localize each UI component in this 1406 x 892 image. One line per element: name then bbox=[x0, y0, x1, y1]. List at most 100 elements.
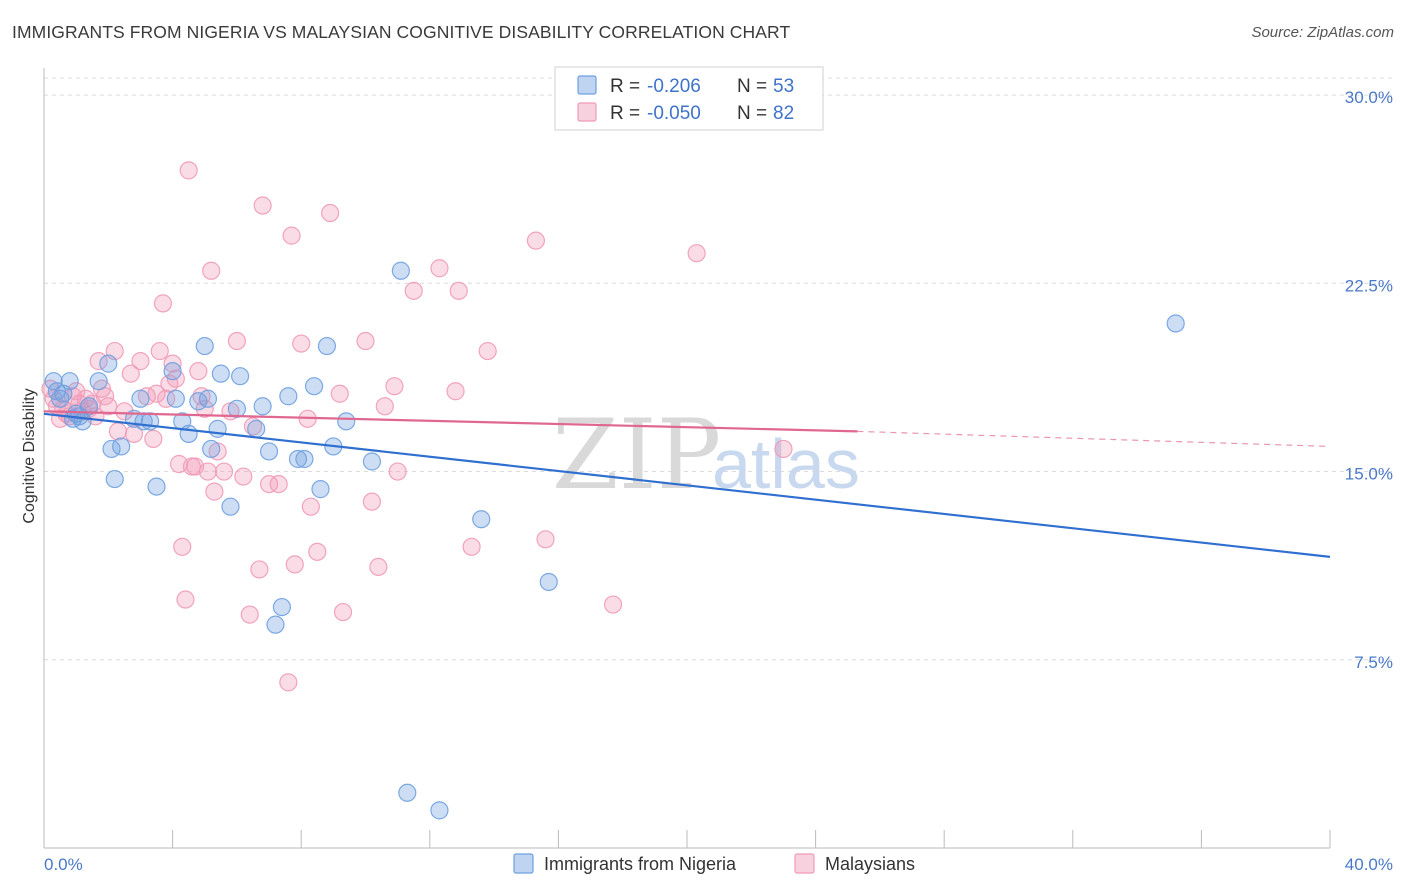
malaysians-point-77 bbox=[462, 537, 481, 556]
malaysians-point-37 bbox=[179, 161, 198, 180]
y-tick-label-1: 15.0% bbox=[1345, 465, 1393, 484]
bottom-legend-label-malaysians: Malaysians bbox=[825, 854, 915, 874]
y-axis-label: Cognitive Disability bbox=[21, 388, 38, 523]
legend-n-label-1: N = bbox=[737, 103, 767, 124]
malaysians-point-49 bbox=[227, 331, 246, 351]
malaysians-point-75 bbox=[446, 382, 465, 401]
malaysians-point-64 bbox=[321, 203, 340, 223]
nigeria-point-45 bbox=[472, 510, 491, 529]
malaysians-trend-line bbox=[43, 410, 858, 433]
nigeria-point-19 bbox=[166, 389, 185, 408]
nigeria-point-50 bbox=[195, 336, 214, 356]
nigeria-point-21 bbox=[179, 424, 198, 443]
nigeria-points bbox=[44, 261, 1185, 820]
source-label: Source: ZipAtlas.com bbox=[1251, 24, 1394, 41]
chart-title: IMMIGRANTS FROM NIGERIA VS MALAYSIAN COG… bbox=[12, 22, 791, 42]
malaysians-point-45 bbox=[205, 482, 224, 501]
nigeria-point-47 bbox=[1166, 314, 1185, 333]
malaysians-point-43 bbox=[198, 462, 218, 481]
nigeria-point-36 bbox=[295, 449, 314, 469]
nigeria-point-0 bbox=[44, 372, 63, 391]
malaysians-point-24 bbox=[131, 352, 150, 371]
malaysians-point-68 bbox=[362, 492, 382, 511]
bottom-legend-label-nigeria: Immigrants from Nigeria bbox=[544, 854, 737, 874]
malaysians-point-67 bbox=[356, 331, 375, 351]
malaysians-point-26 bbox=[144, 429, 163, 449]
malaysians-point-32 bbox=[163, 354, 182, 373]
malaysians-point-56 bbox=[269, 474, 288, 494]
nigeria-point-40 bbox=[337, 412, 356, 431]
nigeria-point-28 bbox=[227, 399, 246, 418]
nigeria-point-41 bbox=[362, 452, 382, 471]
watermark: ZIP atlas bbox=[552, 399, 860, 511]
bottom-legend-swatch-malaysians bbox=[794, 853, 815, 874]
nigeria-point-31 bbox=[253, 397, 272, 416]
nigeria-point-37 bbox=[304, 377, 324, 396]
trend-lines bbox=[43, 410, 1331, 558]
malaysians-point-52 bbox=[243, 417, 263, 436]
y-tick-label-2: 22.5% bbox=[1345, 276, 1393, 295]
nigeria-point-43 bbox=[398, 783, 417, 802]
malaysians-point-40 bbox=[189, 362, 208, 381]
nigeria-point-48 bbox=[266, 615, 285, 634]
nigeria-point-46 bbox=[539, 572, 558, 592]
malaysians-point-20 bbox=[108, 422, 128, 441]
malaysians-point-66 bbox=[333, 602, 353, 622]
malaysians-point-44 bbox=[202, 261, 221, 280]
legend-swatch-nigeria bbox=[577, 75, 597, 95]
malaysians-point-60 bbox=[292, 334, 311, 353]
malaysians-point-30 bbox=[157, 389, 176, 408]
malaysians-point-47 bbox=[214, 462, 234, 481]
x-tick-label-0: 0.0% bbox=[44, 855, 83, 874]
malaysians-point-80 bbox=[536, 530, 555, 549]
y-tick-labels: 7.5% 15.0% 22.5% 30.0% bbox=[1345, 88, 1393, 672]
malaysians-point-57 bbox=[279, 673, 298, 692]
y-tick-label-0: 7.5% bbox=[1354, 653, 1393, 672]
malaysians-point-21 bbox=[115, 402, 134, 421]
malaysians-point-29 bbox=[153, 294, 173, 313]
malaysians-point-83 bbox=[774, 439, 793, 459]
malaysians-point-69 bbox=[369, 557, 388, 577]
legend-r-label-0: R = bbox=[610, 76, 640, 97]
nigeria-point-14 bbox=[131, 389, 150, 408]
malaysians-point-76 bbox=[449, 281, 468, 300]
legend-r-value-1: -0.050 bbox=[647, 103, 701, 124]
malaysians-point-78 bbox=[478, 341, 497, 361]
nigeria-point-26 bbox=[211, 364, 230, 383]
malaysians-point-50 bbox=[234, 467, 253, 486]
malaysians-point-82 bbox=[687, 244, 706, 263]
y-tick-label-3: 30.0% bbox=[1345, 88, 1393, 107]
nigeria-point-13 bbox=[112, 437, 131, 456]
nigeria-point-23 bbox=[198, 389, 218, 408]
malaysians-point-79 bbox=[526, 231, 545, 250]
legend-box: R = -0.206 N = 53 R = -0.050 N = 82 bbox=[554, 66, 824, 131]
malaysians-point-70 bbox=[375, 397, 394, 416]
legend-n-label-0: N = bbox=[737, 76, 767, 97]
nigeria-point-17 bbox=[147, 477, 166, 496]
malaysians-point-81 bbox=[603, 595, 623, 614]
grid-lines bbox=[44, 77, 1392, 661]
bottom-legend: Immigrants from Nigeria Malaysians bbox=[513, 853, 915, 874]
nigeria-point-32 bbox=[259, 442, 279, 461]
malaysians-point-74 bbox=[430, 259, 449, 278]
malaysians-trend-extension bbox=[857, 430, 1331, 448]
legend-r-label-1: R = bbox=[610, 103, 640, 124]
malaysians-point-36 bbox=[176, 590, 195, 609]
malaysians-point-72 bbox=[388, 462, 407, 481]
nigeria-point-34 bbox=[279, 387, 298, 406]
malaysians-point-23 bbox=[124, 424, 144, 443]
malaysians-point-65 bbox=[330, 384, 349, 403]
malaysians-point-22 bbox=[121, 364, 140, 383]
malaysians-point-55 bbox=[259, 474, 279, 494]
nigeria-point-2 bbox=[50, 389, 70, 408]
malaysians-point-54 bbox=[253, 196, 272, 215]
malaysians-point-17 bbox=[95, 387, 115, 406]
x-tick-label-1: 40.0% bbox=[1345, 855, 1393, 874]
nigeria-point-35 bbox=[288, 449, 308, 469]
nigeria-point-9 bbox=[89, 372, 108, 391]
legend-r-value-0: -0.206 bbox=[647, 76, 701, 97]
malaysians-point-71 bbox=[385, 377, 404, 396]
legend-n-value-0: 53 bbox=[773, 76, 794, 97]
nigeria-point-42 bbox=[391, 261, 410, 280]
